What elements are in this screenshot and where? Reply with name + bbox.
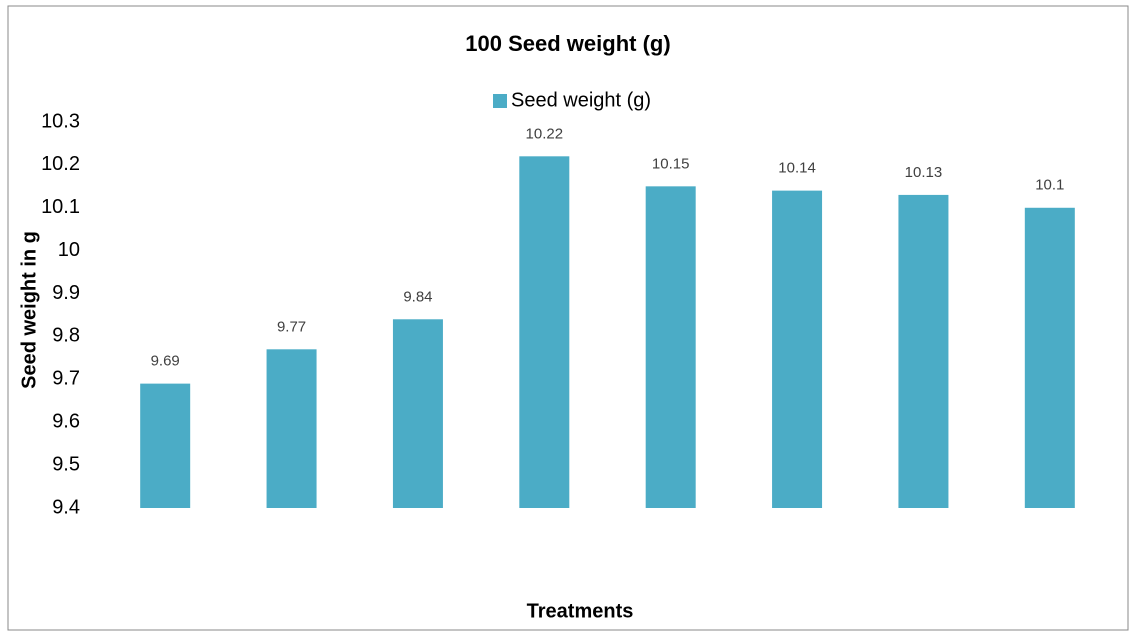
data-label: 9.77: [277, 318, 306, 335]
y-tick-label: 9.4: [52, 496, 80, 518]
bar: [392, 319, 443, 508]
legend-label: Seed weight (g): [511, 89, 651, 111]
bar: [645, 186, 696, 509]
bar: [140, 383, 191, 508]
y-tick-label: 9.6: [52, 411, 80, 433]
x-axis-label: Treatments: [527, 600, 634, 622]
bar: [266, 349, 317, 508]
y-tick-label: 9.8: [52, 325, 80, 347]
data-label: 9.69: [151, 353, 180, 370]
y-tick-label: 9.5: [52, 453, 80, 475]
y-axis-label: Seed weight in g: [18, 231, 40, 389]
data-label: 10.15: [652, 155, 690, 172]
y-tick-label: 9.9: [52, 282, 80, 304]
data-label: 10.1: [1035, 177, 1064, 194]
data-label: 10.14: [778, 160, 816, 177]
data-label: 10.13: [905, 164, 943, 181]
y-tick-label: 9.7: [52, 368, 80, 390]
bar: [519, 156, 570, 509]
y-tick-label: 10.1: [41, 196, 80, 218]
chart-title: 100 Seed weight (g): [465, 31, 670, 56]
y-tick-label: 10: [58, 239, 80, 261]
bar: [1024, 207, 1075, 508]
data-label: 10.22: [526, 125, 564, 142]
bar: [898, 194, 949, 508]
data-label: 9.84: [403, 288, 432, 305]
legend-swatch: [493, 94, 507, 108]
bar: [772, 190, 823, 508]
y-tick-label: 10.2: [41, 153, 80, 175]
y-tick-label: 10.3: [41, 110, 80, 132]
